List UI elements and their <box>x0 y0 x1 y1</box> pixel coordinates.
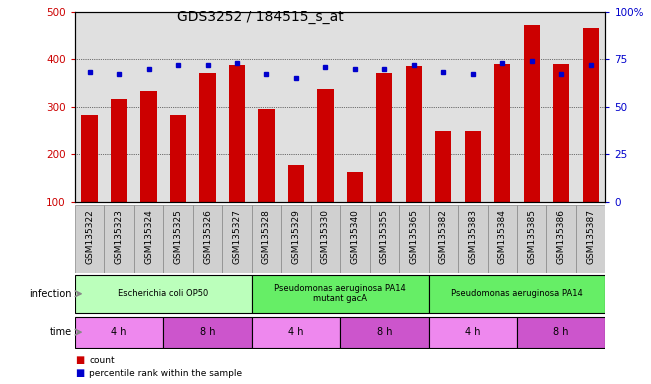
Bar <box>111 99 127 202</box>
Text: GSM135387: GSM135387 <box>586 209 595 264</box>
Bar <box>340 316 428 348</box>
Bar <box>317 89 333 202</box>
Text: GSM135340: GSM135340 <box>350 209 359 264</box>
Bar <box>517 316 605 348</box>
Bar <box>252 275 428 313</box>
Bar <box>163 205 193 273</box>
Bar <box>75 275 252 313</box>
Text: GSM135386: GSM135386 <box>557 209 566 264</box>
Bar <box>252 205 281 273</box>
Bar <box>523 25 540 202</box>
Bar <box>81 115 98 202</box>
Bar <box>583 28 599 202</box>
Bar <box>465 131 481 202</box>
Text: GSM135382: GSM135382 <box>439 209 448 264</box>
Text: GSM135330: GSM135330 <box>321 209 330 264</box>
Bar <box>576 205 605 273</box>
Bar <box>75 316 163 348</box>
Bar <box>163 316 252 348</box>
Text: ■: ■ <box>75 368 84 378</box>
Text: GSM135325: GSM135325 <box>174 209 182 264</box>
Bar <box>428 316 517 348</box>
Bar <box>288 164 304 202</box>
Text: 8 h: 8 h <box>200 327 215 337</box>
Bar <box>428 275 605 313</box>
Bar <box>546 205 576 273</box>
Bar <box>399 205 428 273</box>
Bar <box>75 205 104 273</box>
Text: GDS3252 / 184515_s_at: GDS3252 / 184515_s_at <box>177 10 344 23</box>
Bar <box>258 109 275 202</box>
Bar <box>494 64 510 202</box>
Bar <box>340 205 370 273</box>
Text: GSM135365: GSM135365 <box>409 209 419 264</box>
Text: Escherichia coli OP50: Escherichia coli OP50 <box>118 289 208 298</box>
Bar <box>406 66 422 202</box>
Text: GSM135328: GSM135328 <box>262 209 271 264</box>
Bar <box>311 205 340 273</box>
Bar <box>458 205 488 273</box>
Bar <box>252 316 340 348</box>
Text: GSM135385: GSM135385 <box>527 209 536 264</box>
Text: count: count <box>89 356 115 365</box>
Bar <box>199 73 215 202</box>
Text: 4 h: 4 h <box>288 327 303 337</box>
Text: GSM135329: GSM135329 <box>292 209 300 264</box>
Text: ■: ■ <box>75 355 84 365</box>
Text: GSM135384: GSM135384 <box>498 209 506 264</box>
Bar <box>281 205 311 273</box>
Bar <box>517 205 546 273</box>
Text: GSM135322: GSM135322 <box>85 209 94 263</box>
Bar <box>376 73 393 202</box>
Bar <box>222 205 252 273</box>
Bar <box>193 205 222 273</box>
Text: time: time <box>49 327 72 337</box>
Bar <box>141 91 157 202</box>
Text: 8 h: 8 h <box>377 327 392 337</box>
Text: 4 h: 4 h <box>111 327 127 337</box>
Text: 8 h: 8 h <box>553 327 569 337</box>
Bar <box>229 65 245 202</box>
Text: GSM135324: GSM135324 <box>144 209 153 263</box>
Bar <box>370 205 399 273</box>
Text: 4 h: 4 h <box>465 327 480 337</box>
Text: GSM135327: GSM135327 <box>232 209 242 264</box>
Bar <box>436 131 451 202</box>
Bar <box>134 205 163 273</box>
Text: GSM135355: GSM135355 <box>380 209 389 264</box>
Bar <box>553 64 570 202</box>
Text: GSM135383: GSM135383 <box>468 209 477 264</box>
Text: infection: infection <box>29 289 72 299</box>
Bar <box>428 205 458 273</box>
Text: GSM135326: GSM135326 <box>203 209 212 264</box>
Text: percentile rank within the sample: percentile rank within the sample <box>89 369 242 378</box>
Bar <box>347 172 363 202</box>
Bar <box>104 205 134 273</box>
Text: GSM135323: GSM135323 <box>115 209 124 264</box>
Bar <box>170 115 186 202</box>
Text: Pseudomonas aeruginosa PA14
mutant gacA: Pseudomonas aeruginosa PA14 mutant gacA <box>274 284 406 303</box>
Bar <box>488 205 517 273</box>
Text: Pseudomonas aeruginosa PA14: Pseudomonas aeruginosa PA14 <box>451 289 583 298</box>
